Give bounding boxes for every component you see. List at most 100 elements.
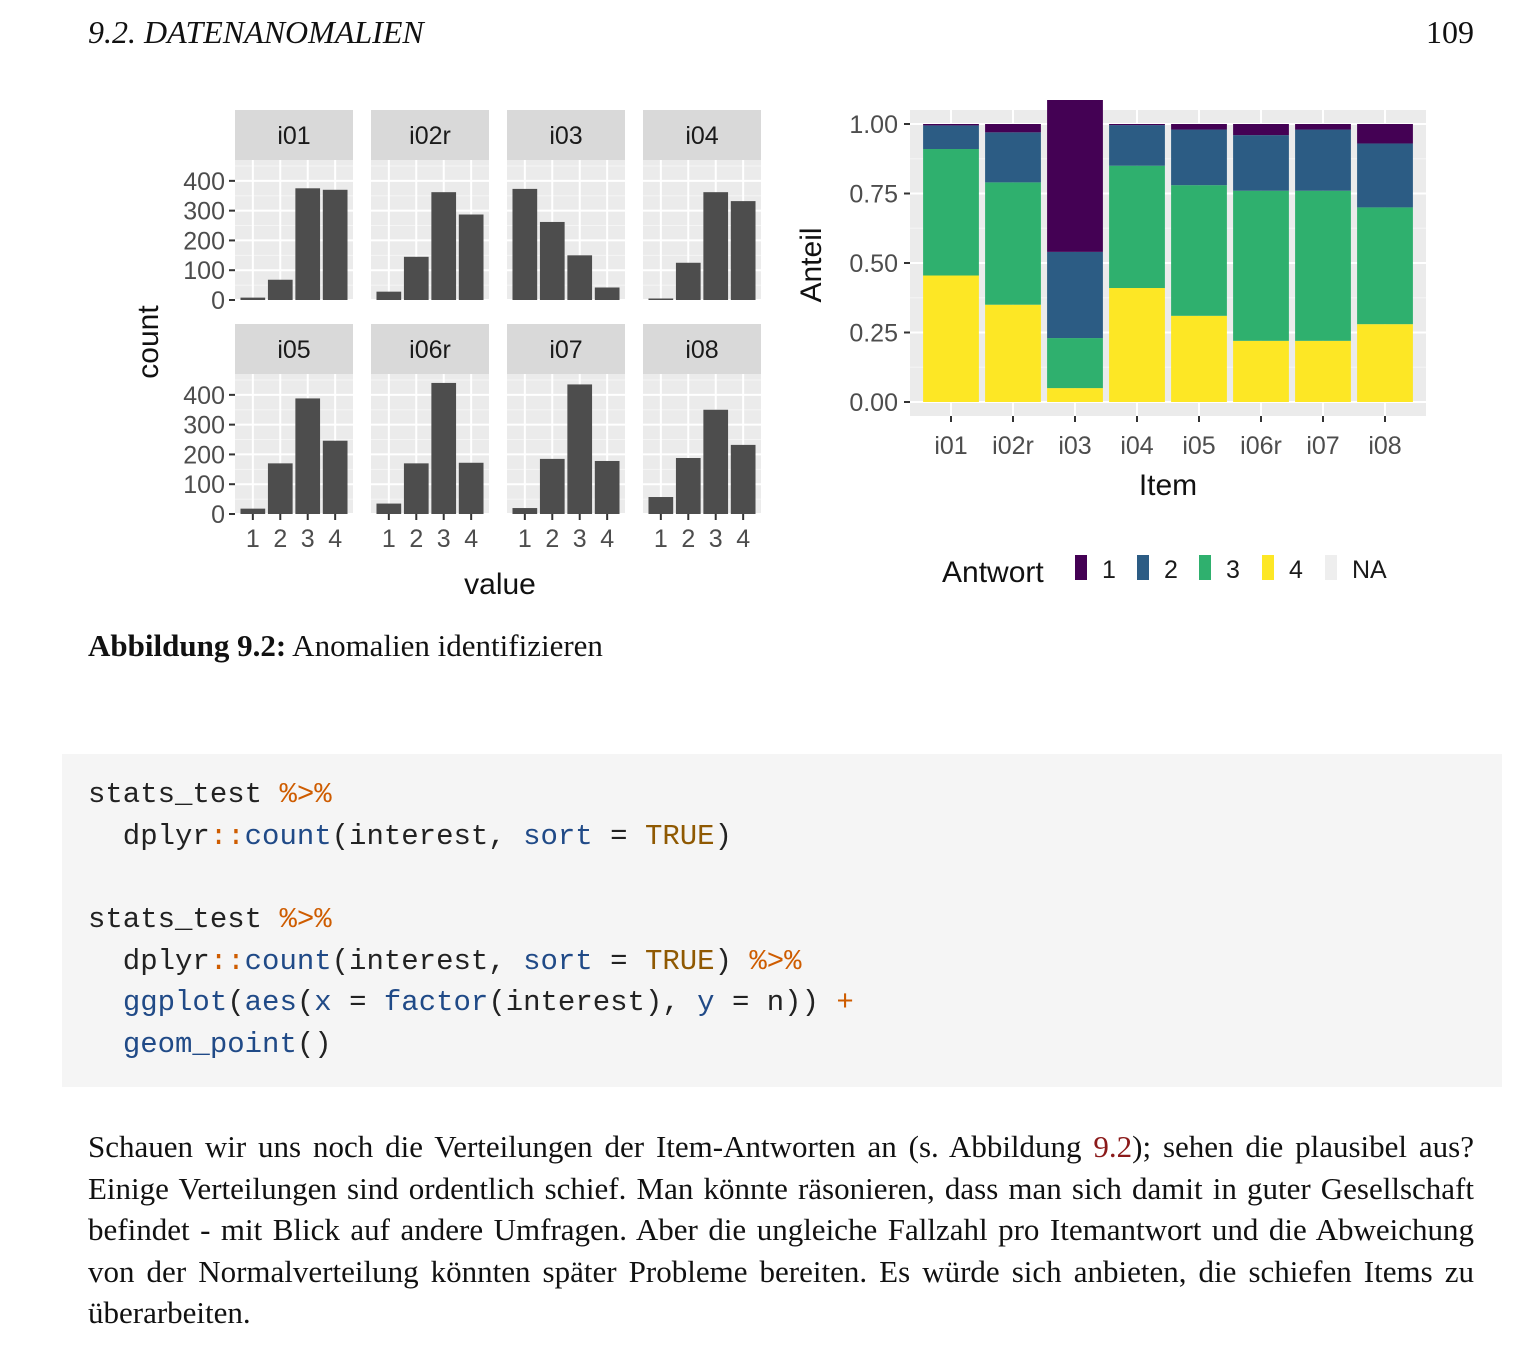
histogram-bar	[458, 462, 484, 514]
y-tick-label: 1.00	[849, 111, 898, 139]
code-line-6: geom_point()	[122, 1028, 332, 1061]
facet-panel-i03: i03	[507, 110, 625, 301]
facet-panel-i04: i04	[643, 110, 761, 301]
legend: Antwort 1 2 3 4 NA	[942, 555, 1387, 589]
x-tick-label: 1	[518, 525, 532, 553]
facet-strip	[507, 324, 625, 374]
histogram-bar	[267, 279, 293, 300]
x-tick-label: i02r	[992, 432, 1034, 460]
histogram-bar	[730, 201, 756, 300]
x-tick-label: 4	[328, 525, 342, 553]
stacked-bar-segment	[1171, 185, 1227, 316]
facet-strip	[643, 110, 761, 160]
stacked-bar-segment	[1233, 340, 1289, 402]
stacked-bar-segment	[1047, 338, 1103, 389]
histogram-bar	[322, 189, 348, 300]
facet-label: i04	[685, 122, 718, 150]
histogram-bar	[703, 409, 729, 514]
facet-strip	[371, 324, 489, 374]
x-tick-label: 4	[464, 525, 478, 553]
stacked-bar-segment	[985, 182, 1041, 305]
histogram-bar	[567, 384, 593, 514]
stacked-bar-segment	[1047, 251, 1103, 339]
facet-panel-i08: i08 1 2 3 4	[643, 324, 761, 553]
x-tick-label: i03	[1058, 432, 1091, 460]
stacked-bar-segment	[1109, 124, 1165, 126]
figure-reference-link[interactable]: 9.2	[1093, 1129, 1133, 1164]
facet-strip	[643, 324, 761, 374]
facet-label: i07	[549, 336, 582, 364]
stacked-bar-segment	[985, 132, 1041, 183]
x-tick-label: 3	[709, 525, 723, 553]
facet-label: i08	[685, 336, 718, 364]
legend-label: NA	[1352, 556, 1387, 584]
x-tick-label: 1	[654, 525, 668, 553]
stacked-bar-segment	[1109, 288, 1165, 402]
histogram-bar	[431, 382, 457, 514]
x-tick-label: 3	[301, 525, 315, 553]
stacked-bar-segment	[1357, 124, 1413, 144]
histogram-bar	[539, 458, 565, 514]
y-tick-label: 400	[183, 168, 225, 196]
histogram-bar	[240, 508, 266, 514]
figure-caption: Abbildung 9.2: Anomalien identifizieren	[88, 628, 603, 664]
y-axis-title: Anteil	[795, 227, 828, 302]
stacked-bar-segment	[1109, 125, 1165, 166]
facet-strip	[235, 324, 353, 374]
page-number: 109	[1426, 14, 1474, 50]
x-tick-label: i04	[1120, 432, 1153, 460]
stacked-bar-segment	[1357, 324, 1413, 402]
x-axis-title: value	[464, 568, 536, 601]
y-tick-label: 0.00	[849, 389, 898, 417]
stacked-bar-segment	[1171, 129, 1227, 186]
facet-panel-i07: i07 1 2 3 4	[507, 324, 625, 553]
facet-label: i05	[277, 336, 310, 364]
stacked-bar-segment	[1233, 124, 1289, 136]
histogram-bar	[295, 188, 321, 300]
x-tick-label: i05	[1182, 432, 1215, 460]
y-tick-label: 300	[183, 198, 225, 226]
stacked-bar-segment	[923, 275, 979, 402]
histogram-bar	[431, 192, 457, 300]
histogram-bar	[648, 497, 674, 514]
histogram-bar	[512, 188, 538, 300]
facet-strip	[507, 110, 625, 160]
y-tick-label: 400	[183, 382, 225, 410]
x-tick-label: i07	[1306, 432, 1339, 460]
histogram-bar	[295, 398, 321, 514]
stacked-bar-segment	[1295, 340, 1351, 402]
stacked-bar-segment	[985, 304, 1041, 402]
code-line-4: dplyr::count(interest, sort = TRUE) %>%	[88, 945, 802, 978]
running-head: 9.2. DATENANOMALIEN 109	[88, 14, 1474, 58]
x-tick-label: 1	[382, 525, 396, 553]
legend-key	[1199, 555, 1211, 580]
histogram-bar	[512, 508, 538, 514]
histogram-bar	[675, 458, 701, 514]
x-tick-label: 4	[600, 525, 614, 553]
histogram-bar	[594, 287, 620, 300]
stacked-bar-segment	[1357, 143, 1413, 208]
facet-panel-i06r: i06r 1 2 3 4	[371, 324, 489, 553]
legend-key	[1075, 555, 1087, 580]
facet-label: i01	[277, 122, 310, 150]
x-tick-label: 3	[573, 525, 587, 553]
x-tick-label: 2	[681, 525, 695, 553]
stacked-bar-segment	[1357, 207, 1413, 325]
y-tick-label: 100	[183, 471, 225, 499]
histogram-bar	[567, 255, 593, 300]
histogram-bar	[539, 221, 565, 300]
x-tick-label: i06r	[1240, 432, 1282, 460]
stacked-bar-segment	[1295, 190, 1351, 341]
x-tick-label: 2	[273, 525, 287, 553]
histogram-bar	[648, 298, 674, 300]
legend-label: 3	[1226, 556, 1240, 584]
y-tick-label: 0.25	[849, 320, 898, 348]
x-tick-label: 3	[437, 525, 451, 553]
code-line-1: stats_test %>%	[88, 778, 332, 811]
histogram-bar	[594, 460, 620, 514]
stacked-bar-segment	[923, 149, 979, 276]
stacked-bar-segment	[1047, 100, 1103, 252]
